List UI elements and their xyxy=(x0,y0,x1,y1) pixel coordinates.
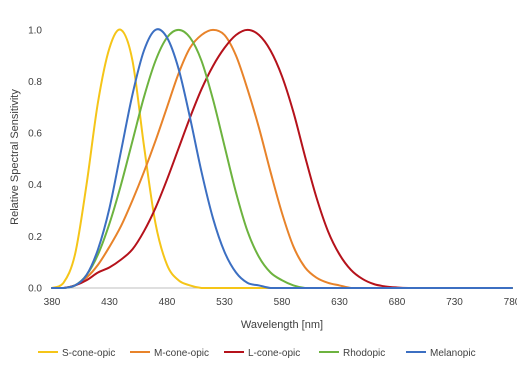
y-tick-label: 0.8 xyxy=(28,77,42,88)
x-tick-labels: 380 430 480 530 580 630 680 730 780 xyxy=(44,297,517,308)
legend: S-cone-opic M-cone-opic L-cone-opic Rhodopi… xyxy=(38,348,476,359)
x-tick-label: 480 xyxy=(159,297,176,308)
x-tick-label: 530 xyxy=(216,297,233,308)
x-tick-label: 780 xyxy=(504,297,517,308)
y-tick-labels: 0.0 0.2 0.4 0.6 0.8 1.0 xyxy=(28,25,42,294)
x-tick-label: 630 xyxy=(331,297,348,308)
x-tick-label: 730 xyxy=(446,297,463,308)
x-tick-label: 380 xyxy=(44,297,61,308)
x-axis-title: Wavelength [nm] xyxy=(241,319,323,331)
series-line-2 xyxy=(51,28,513,289)
x-tick-label: 430 xyxy=(101,297,118,308)
y-axis-title-group: Relative Spectral Sensitivity xyxy=(9,89,21,225)
plot-lines xyxy=(51,28,513,289)
legend-label: Melanopic xyxy=(430,348,476,359)
series-line-0 xyxy=(51,28,513,289)
series-line-1 xyxy=(51,28,513,289)
y-tick-label: 0.4 xyxy=(28,180,42,191)
legend-label: S-cone-opic xyxy=(62,348,115,359)
legend-label: Rhodopic xyxy=(343,348,385,359)
y-tick-label: 0.6 xyxy=(28,129,42,140)
y-tick-label: 0.2 xyxy=(28,232,42,243)
legend-label: L-cone-opic xyxy=(248,348,300,359)
series-line-4 xyxy=(51,28,513,289)
x-tick-label: 580 xyxy=(274,297,291,308)
y-tick-label: 1.0 xyxy=(28,25,42,36)
y-tick-label: 0.0 xyxy=(28,284,42,295)
legend-label: M-cone-opic xyxy=(154,348,209,359)
series-line-3 xyxy=(51,28,513,289)
x-tick-label: 680 xyxy=(389,297,406,308)
y-axis-title: Relative Spectral Sensitivity xyxy=(9,89,21,225)
